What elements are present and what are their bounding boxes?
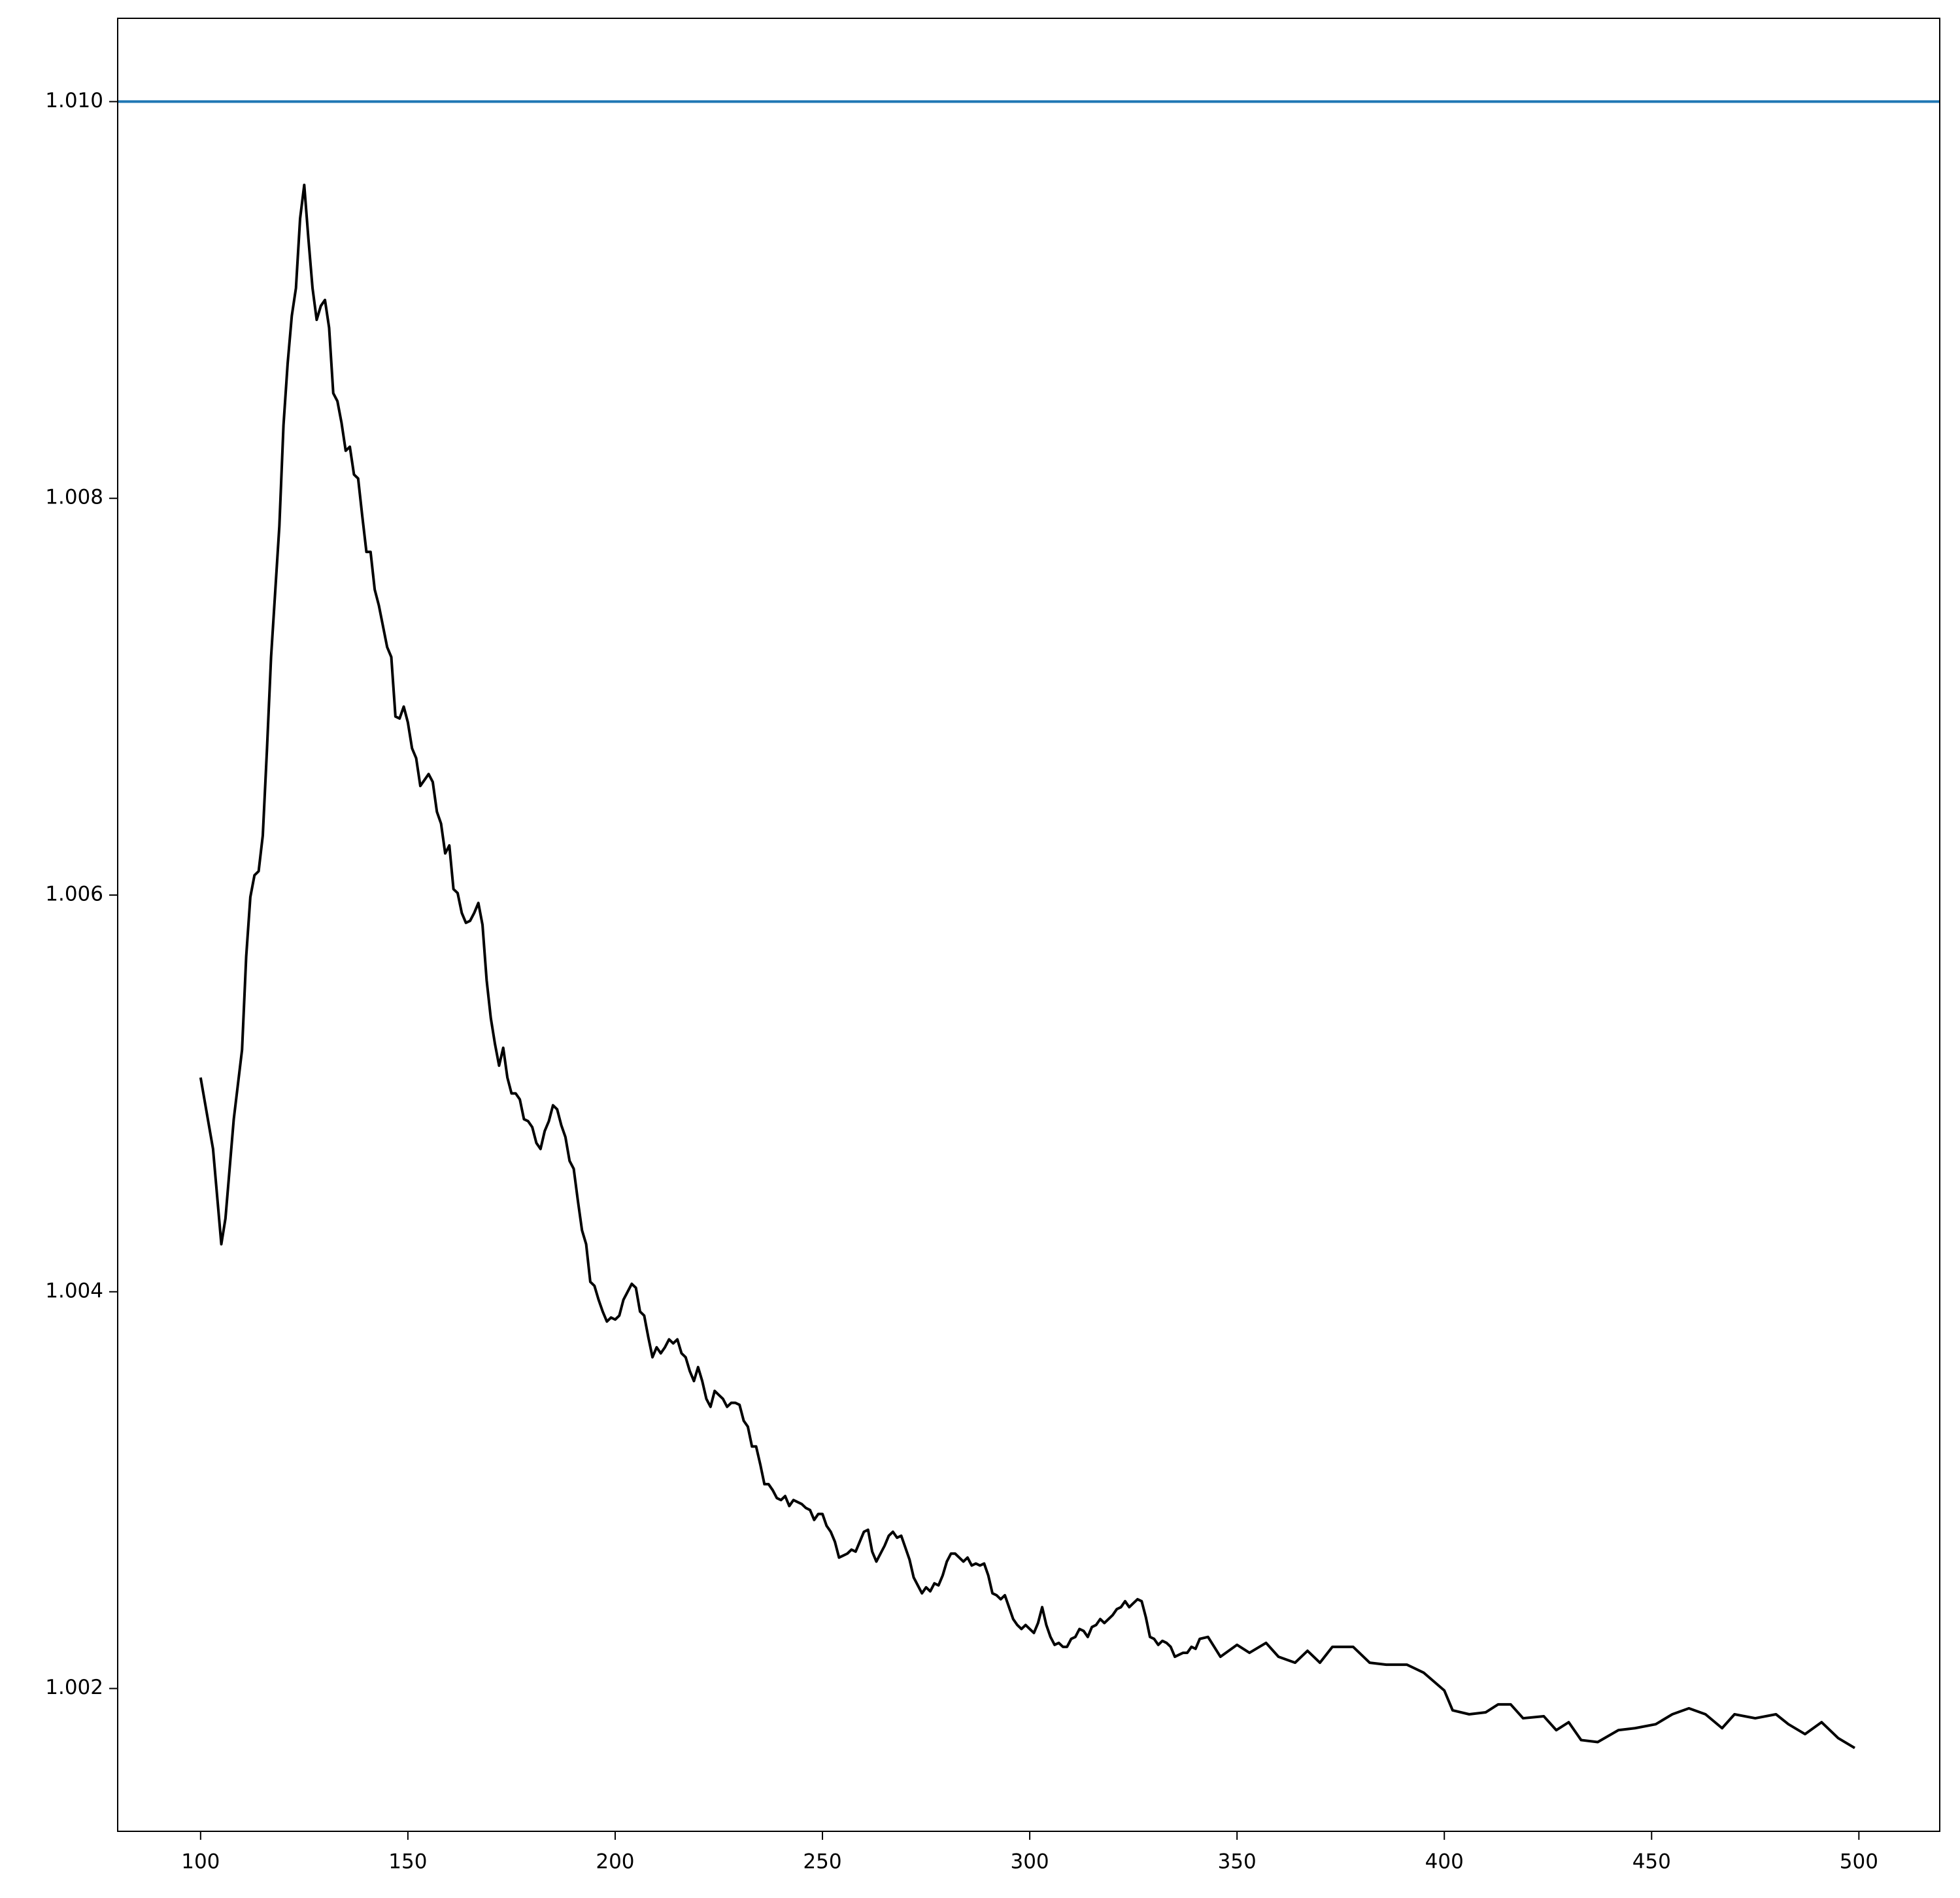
y-tick-label: 1.004 — [45, 1279, 103, 1302]
y-tick-label: 1.002 — [45, 1676, 103, 1699]
x-tick-label: 400 — [1425, 1850, 1464, 1874]
y-tick-label: 1.006 — [45, 882, 103, 906]
x-tick-label: 150 — [388, 1850, 427, 1874]
x-tick-label: 500 — [1840, 1850, 1878, 1874]
data-line — [199, 183, 1856, 1750]
y-tick-label: 1.008 — [45, 486, 103, 509]
y-tick-label: 1.010 — [45, 89, 103, 112]
x-tick-label: 350 — [1218, 1850, 1257, 1874]
x-tick-label: 250 — [803, 1850, 841, 1874]
x-tick-label: 200 — [596, 1850, 634, 1874]
x-tick-label: 450 — [1632, 1850, 1671, 1874]
x-tick-label: 300 — [1010, 1850, 1049, 1874]
plot-frame — [117, 18, 1940, 1832]
x-tick-label: 100 — [181, 1850, 220, 1874]
